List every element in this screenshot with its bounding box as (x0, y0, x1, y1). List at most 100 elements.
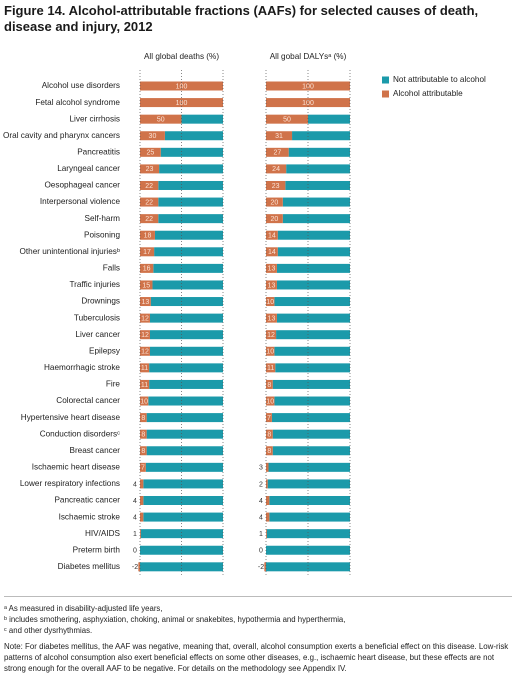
category-label: Liver cirrhosis (69, 114, 120, 123)
bar-segment (140, 98, 223, 108)
bar-segment (145, 462, 223, 472)
bar-segment (266, 131, 293, 141)
value-label: 8 (267, 382, 271, 389)
bar-segment (266, 180, 286, 190)
category-label: Traffic injuries (69, 280, 120, 289)
value-label: 27 (273, 150, 281, 157)
value-label: 22 (145, 216, 153, 223)
bar-segment (140, 230, 155, 240)
value-label: -2 (132, 564, 138, 571)
value-label: 4 (133, 498, 137, 505)
bar-segment (266, 446, 273, 456)
bar-segment (150, 297, 223, 307)
value-label: 0 (133, 548, 137, 555)
bar-segment (266, 379, 273, 389)
category-label: Laryngeal cancer (57, 164, 120, 173)
bar-segment (266, 413, 272, 423)
category-label: Oesophageal cancer (44, 181, 120, 190)
bar-segment (152, 280, 223, 290)
value-label: 14 (268, 249, 276, 256)
bar-segment (140, 529, 223, 539)
bar-segment (276, 280, 350, 290)
bar-segment (266, 479, 268, 489)
value-label: 20 (271, 216, 279, 223)
bar-segment (140, 263, 154, 273)
bar-segment (286, 164, 350, 174)
bar-segment (266, 114, 308, 124)
bar-segment (264, 562, 266, 572)
bar-segment (268, 462, 350, 472)
bar-segment (143, 512, 223, 522)
legend-swatch (382, 90, 389, 98)
bar-segment (267, 479, 350, 489)
bar-segment (140, 247, 155, 257)
value-label: 12 (141, 332, 149, 339)
bar-segment (266, 562, 350, 572)
value-label: 11 (267, 365, 274, 372)
bar-segment (140, 446, 147, 456)
value-label: 2 (259, 481, 263, 488)
bar-segment (181, 114, 223, 124)
value-label: 17 (143, 249, 151, 256)
value-label: 20 (271, 199, 279, 206)
value-label: -2 (258, 564, 264, 571)
category-label: Pancreatitis (77, 147, 120, 156)
bar-segment (266, 247, 278, 257)
value-label: 50 (283, 117, 291, 124)
value-label: 4 (133, 481, 137, 488)
bar-segment (158, 180, 223, 190)
bar-segment (266, 429, 273, 439)
bar-segment (140, 429, 147, 439)
value-label: 10 (140, 398, 148, 405)
category-label: Hypertensive heart disease (21, 413, 121, 422)
value-label: 7 (267, 415, 271, 422)
bar-segment (266, 263, 277, 273)
value-label: 10 (266, 299, 274, 306)
bar-segment (282, 197, 350, 207)
bar-segment (269, 496, 350, 505)
bar-segment (274, 297, 350, 307)
bar-segment (149, 346, 223, 356)
value-label: 30 (149, 133, 157, 140)
bar-segment (266, 280, 277, 290)
bar-segment (274, 346, 350, 356)
bar-segment (140, 147, 161, 157)
bar-segment (154, 230, 223, 240)
value-label: 4 (133, 514, 137, 521)
legend-label: Not attributable to alcohol (393, 75, 486, 84)
bar-segment (158, 197, 223, 207)
bar-segment (266, 462, 269, 472)
bar-segment (140, 529, 141, 539)
category-label: Breast cancer (69, 446, 120, 455)
value-label: 8 (267, 432, 271, 439)
value-label: 100 (302, 83, 314, 90)
value-label: 14 (268, 233, 276, 240)
value-label: 0 (259, 548, 263, 555)
value-label: 1 (259, 531, 263, 538)
value-label: 25 (146, 150, 154, 157)
bar-segment (266, 297, 275, 307)
legend-label: Alcohol attributable (393, 89, 463, 98)
bar-segment (159, 164, 223, 174)
bar-segment (266, 330, 277, 340)
value-label: 8 (141, 415, 145, 422)
bar-segment (146, 446, 223, 456)
category-label: Diabetes mellitus (58, 562, 120, 571)
bar-segment (140, 562, 223, 572)
divider (4, 596, 512, 597)
bar-segment (140, 214, 159, 224)
category-label: Liver cancer (75, 330, 120, 339)
category-label: Poisoning (84, 230, 120, 239)
bar-segment (276, 313, 350, 323)
bar-segment (140, 346, 150, 356)
category-label: Other unintentional injuriesᵇ (20, 247, 121, 256)
category-label: Falls (103, 264, 120, 273)
bar-segment (140, 297, 151, 307)
value-label: 11 (141, 382, 148, 389)
category-label: Fetal alcohol syndrome (35, 98, 120, 107)
panel-title: All gobal DALYsᵃ (%) (270, 52, 347, 61)
panel-title: All global deaths (%) (144, 52, 219, 61)
value-label: 22 (145, 183, 153, 190)
bar-segment (143, 496, 223, 505)
category-label: Tuberculosis (74, 313, 120, 322)
